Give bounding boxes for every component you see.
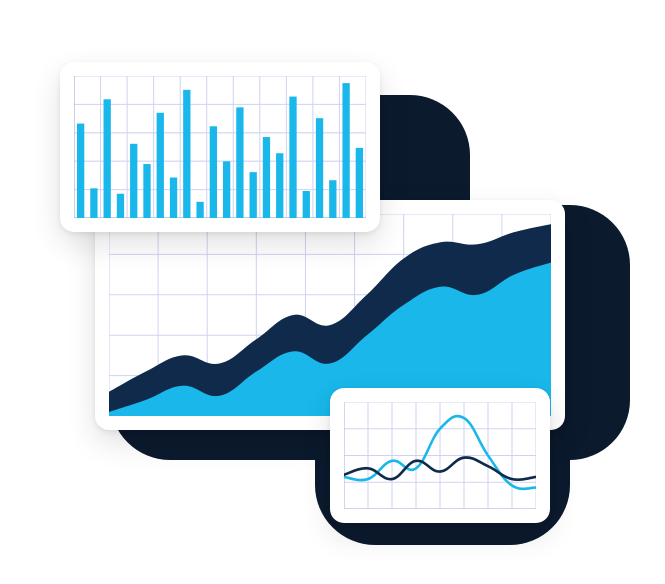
bar-19	[329, 180, 336, 218]
line-chart-card	[330, 388, 550, 523]
bar-18	[316, 118, 323, 218]
bar-chart-card	[60, 62, 380, 232]
bar-15	[276, 153, 283, 218]
bar-9	[196, 202, 203, 218]
bar-5	[143, 164, 150, 218]
bar-6	[157, 113, 164, 218]
bar-21	[356, 148, 363, 218]
bar-17	[303, 191, 310, 218]
bar-8	[183, 90, 190, 218]
bar-3	[117, 194, 124, 218]
line-chart-svg	[344, 402, 536, 509]
bar-11	[223, 161, 230, 218]
bar-16	[289, 97, 296, 218]
bar-4	[130, 144, 137, 218]
bar-2	[104, 99, 111, 218]
bar-13	[250, 172, 257, 218]
bar-20	[342, 83, 349, 218]
bar-1	[90, 188, 97, 218]
bar-7	[170, 178, 177, 218]
area-chart-svg	[109, 214, 551, 416]
bar-14	[263, 137, 270, 218]
bar-0	[77, 124, 84, 218]
bar-chart-svg	[74, 76, 366, 218]
bar-10	[210, 126, 217, 218]
bar-12	[236, 107, 243, 218]
